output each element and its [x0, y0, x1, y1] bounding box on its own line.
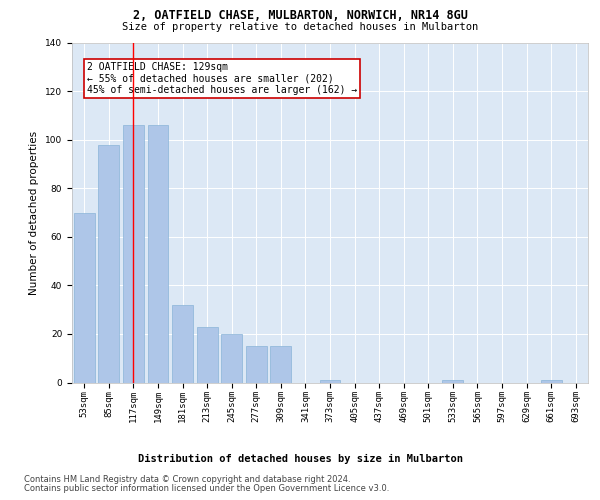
Text: 2, OATFIELD CHASE, MULBARTON, NORWICH, NR14 8GU: 2, OATFIELD CHASE, MULBARTON, NORWICH, N… — [133, 9, 467, 22]
Bar — [197, 326, 218, 382]
Y-axis label: Number of detached properties: Number of detached properties — [29, 130, 40, 294]
Bar — [123, 125, 144, 382]
Bar — [221, 334, 242, 382]
Bar — [246, 346, 267, 383]
Text: Contains public sector information licensed under the Open Government Licence v3: Contains public sector information licen… — [24, 484, 389, 493]
Bar — [442, 380, 463, 382]
Bar — [271, 346, 292, 383]
Bar — [74, 212, 95, 382]
Bar — [148, 125, 169, 382]
Bar — [98, 144, 119, 382]
Text: Distribution of detached houses by size in Mulbarton: Distribution of detached houses by size … — [137, 454, 463, 464]
Bar — [541, 380, 562, 382]
Bar — [320, 380, 340, 382]
Text: Size of property relative to detached houses in Mulbarton: Size of property relative to detached ho… — [122, 22, 478, 32]
Text: Contains HM Land Registry data © Crown copyright and database right 2024.: Contains HM Land Registry data © Crown c… — [24, 475, 350, 484]
Bar — [172, 305, 193, 382]
Text: 2 OATFIELD CHASE: 129sqm
← 55% of detached houses are smaller (202)
45% of semi-: 2 OATFIELD CHASE: 129sqm ← 55% of detach… — [87, 62, 357, 95]
